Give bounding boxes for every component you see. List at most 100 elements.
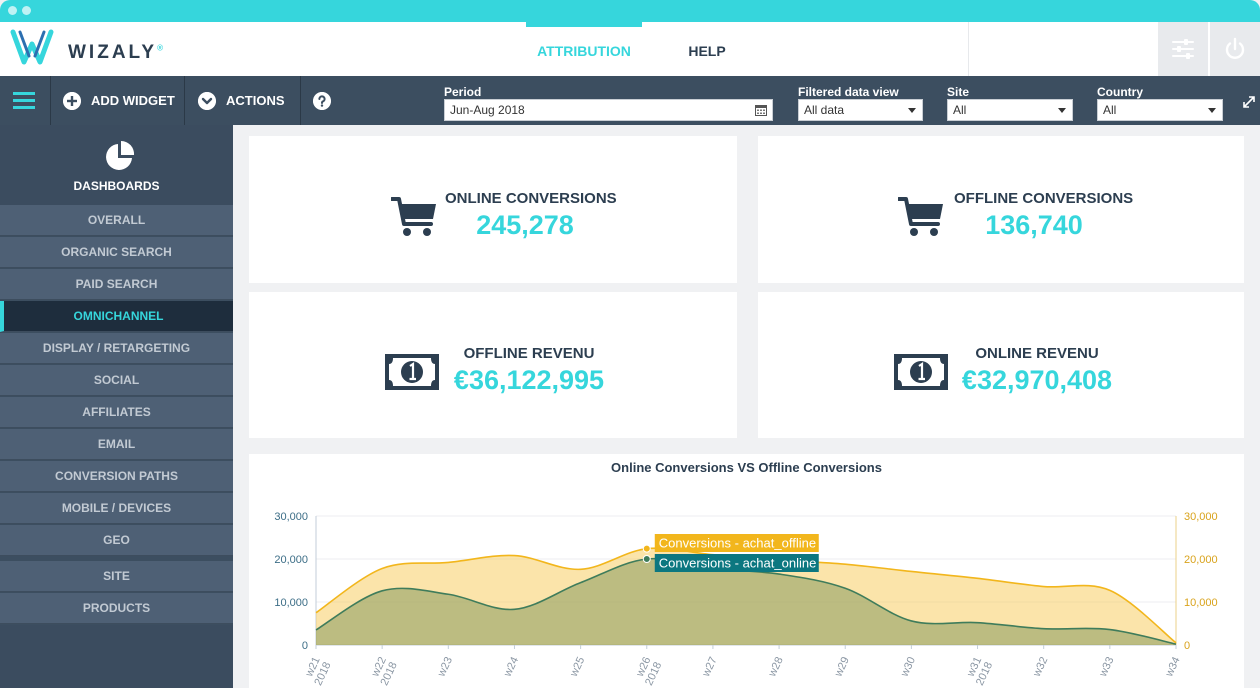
- area-chart[interactable]: 0 0 10,000 10,000 20,000 20,000 30,000 30,000 w2…: [249, 454, 1244, 688]
- kpi-card-offline-conversions[interactable]: OFFLINE CONVERSIONS 136,740: [758, 136, 1244, 283]
- kpi-label: OFFLINE CONVERSIONS: [954, 190, 1134, 207]
- actions-label: ACTIONS: [226, 93, 285, 108]
- caret-down-icon: [908, 108, 916, 113]
- sidebar-footer: [0, 625, 233, 688]
- header-divider: [968, 22, 969, 76]
- help-button[interactable]: [313, 76, 333, 125]
- kpi-card-online-revenue[interactable]: ONLINE REVENU €32,970,408: [758, 292, 1244, 438]
- period-input[interactable]: Jun-Aug 2018: [444, 99, 773, 121]
- tooltip-box: [654, 534, 819, 552]
- sidebar-item-geo[interactable]: GEO: [0, 525, 233, 556]
- country-select[interactable]: All: [1097, 99, 1223, 121]
- toolbar-divider: [300, 76, 301, 125]
- tab-attribution[interactable]: ATTRIBUTION: [526, 22, 642, 76]
- x-tick-label: w30: [898, 655, 918, 679]
- x-tick-label-part: w25: [568, 655, 588, 679]
- wizaly-logo-icon: [10, 29, 54, 65]
- actions-button[interactable]: ACTIONS: [198, 76, 288, 125]
- sidebar-item-display-retargeting[interactable]: DISPLAY / RETARGETING: [0, 333, 233, 364]
- caret-down-icon: [1058, 108, 1066, 113]
- kpi-label: ONLINE REVENU: [975, 345, 1099, 362]
- y-tick-label: 0: [302, 640, 308, 652]
- plus-circle-icon: [63, 92, 81, 110]
- country-label: Country: [1097, 85, 1143, 99]
- sidebar-item-affiliates[interactable]: AFFILIATES: [0, 397, 233, 428]
- data-view-label: Filtered data view: [798, 85, 899, 99]
- power-icon: [1225, 37, 1245, 59]
- window-dot[interactable]: [22, 6, 31, 15]
- calendar-icon: [755, 105, 767, 116]
- sidebar-item-paid-search[interactable]: PAID SEARCH: [0, 269, 233, 300]
- logout-button[interactable]: [1210, 22, 1260, 76]
- settings-button[interactable]: [1158, 22, 1208, 76]
- y-tick-label-right: 20,000: [1184, 554, 1218, 566]
- country-value: All: [1103, 103, 1117, 117]
- sidebar-item-site[interactable]: SITE: [0, 561, 233, 592]
- data-view-value: All data: [804, 103, 845, 117]
- add-widget-button[interactable]: ADD WIDGET: [63, 76, 178, 125]
- sidebar-item-overall[interactable]: OVERALL: [0, 205, 233, 236]
- kpi-card-offline-revenue[interactable]: OFFLINE REVENU €36,122,995: [249, 292, 737, 438]
- kpi-card-online-conversions[interactable]: ONLINE CONVERSIONS 245,278: [249, 136, 737, 283]
- site-select[interactable]: All: [947, 99, 1073, 121]
- x-tick-label: w29: [832, 655, 852, 679]
- window-titlebar: [0, 0, 1260, 22]
- x-tick-label: w312018: [963, 655, 995, 687]
- y-tick-label-right: 30,000: [1184, 511, 1218, 523]
- data-point-marker: [642, 555, 651, 563]
- kpi-label: ONLINE CONVERSIONS: [445, 190, 617, 207]
- tooltip-label: Conversions - achat_online: [659, 556, 817, 571]
- question-circle-icon: [313, 92, 331, 110]
- tooltip-label: Conversions - achat_offline: [659, 536, 816, 551]
- site-label: Site: [947, 85, 970, 99]
- site-value: All: [953, 103, 967, 117]
- brand-name: WIZALY®: [68, 42, 163, 63]
- menu-button[interactable]: [0, 76, 50, 125]
- x-tick-label: w32: [1031, 655, 1051, 679]
- app-logo[interactable]: WIZALY®: [10, 26, 163, 72]
- x-tick-label: w25: [568, 655, 588, 679]
- caret-down-icon: [1208, 108, 1216, 113]
- x-tick-label: w34: [1163, 655, 1183, 679]
- x-tick-label: w27: [700, 655, 720, 679]
- kpi-value: €32,970,408: [961, 365, 1113, 395]
- period-value: Jun-Aug 2018: [450, 103, 525, 117]
- shopping-cart-icon: [391, 197, 436, 236]
- x-tick-label-part: w23: [435, 655, 455, 679]
- y-tick-label: 20,000: [274, 554, 308, 566]
- sidebar-item-products[interactable]: PRODUCTS: [0, 593, 233, 624]
- x-tick-label-part: w30: [898, 655, 918, 679]
- dashboards-header[interactable]: DASHBOARDS: [0, 125, 233, 205]
- x-tick-label: w24: [501, 655, 521, 679]
- sidebar-item-mobile-devices[interactable]: MOBILE / DEVICES: [0, 493, 233, 524]
- x-tick-label: w222018: [368, 655, 400, 687]
- window-dot[interactable]: [8, 6, 17, 15]
- chart-card: Online Conversions VS Offline Conversion…: [249, 454, 1244, 688]
- kpi-label: OFFLINE REVENU: [463, 345, 595, 362]
- sidebar-item-organic-search[interactable]: ORGANIC SEARCH: [0, 237, 233, 268]
- sliders-icon: [1172, 39, 1194, 59]
- x-tick-label-part: w29: [832, 655, 852, 679]
- data-view-select[interactable]: All data: [798, 99, 923, 121]
- kpi-value: 245,278: [476, 210, 574, 240]
- sidebar-item-omnichannel[interactable]: OMNICHANNEL: [0, 301, 233, 332]
- sidebar: DASHBOARDS OVERALL ORGANIC SEARCH PAID S…: [0, 125, 233, 688]
- hamburger-icon: [13, 92, 35, 109]
- sidebar-item-social[interactable]: SOCIAL: [0, 365, 233, 396]
- toolbar-divider: [50, 76, 51, 125]
- banknote-icon: [385, 354, 439, 390]
- y-tick-label-right: 10,000: [1184, 597, 1218, 609]
- toolbar-divider: [184, 76, 185, 125]
- x-tick-label-part: w24: [501, 655, 521, 679]
- banknote-icon: [894, 354, 948, 390]
- y-tick-label-right: 0: [1184, 640, 1190, 652]
- sidebar-item-email[interactable]: EMAIL: [0, 429, 233, 460]
- dashboards-title: DASHBOARDS: [73, 179, 160, 193]
- x-tick-label: w23: [435, 655, 455, 679]
- sidebar-item-conversion-paths[interactable]: CONVERSION PATHS: [0, 461, 233, 492]
- tab-help[interactable]: HELP: [688, 43, 726, 59]
- x-tick-label: w262018: [632, 655, 664, 687]
- shopping-cart-icon: [898, 197, 943, 236]
- expand-icon[interactable]: [1243, 96, 1255, 108]
- data-point-marker: [642, 544, 651, 553]
